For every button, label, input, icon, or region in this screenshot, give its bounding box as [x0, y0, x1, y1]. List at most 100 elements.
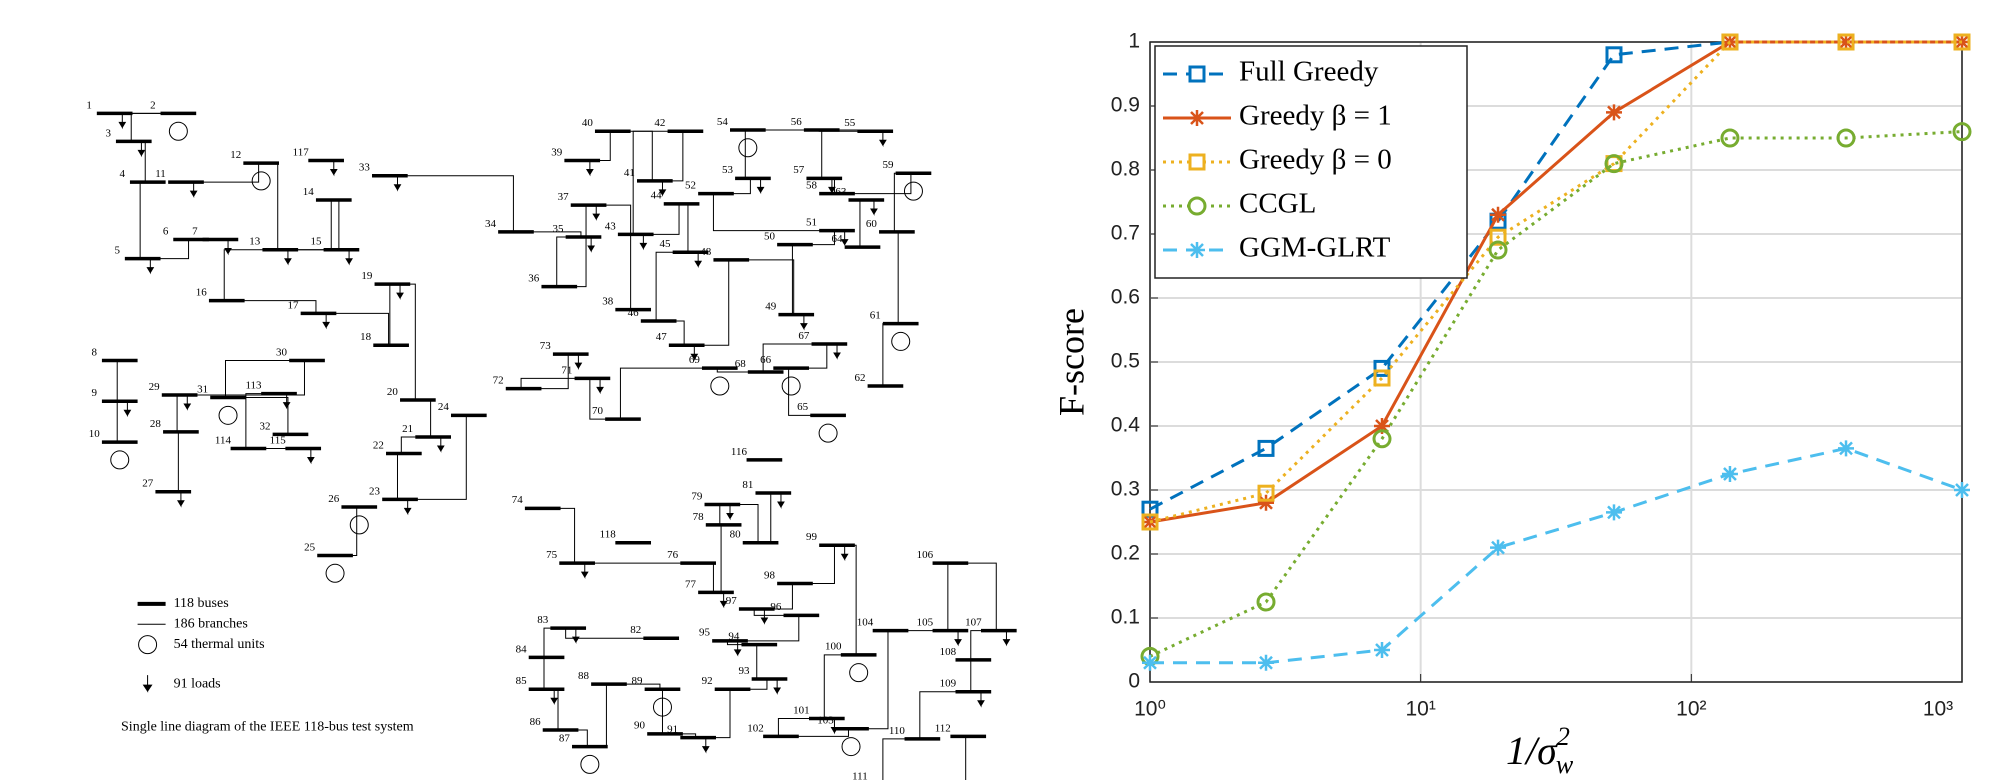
branch: [720, 505, 721, 525]
load-arrow: [735, 641, 741, 655]
y-tick-label: 0.1: [1111, 606, 1140, 629]
bus-label: 27: [142, 478, 154, 490]
bus-label: 99: [806, 531, 818, 543]
load-arrow: [587, 161, 593, 175]
bus-label: 63: [835, 186, 847, 198]
load-arrow: [582, 563, 588, 577]
branch: [131, 113, 176, 141]
bus-label: 89: [632, 675, 644, 687]
load-arrow: [438, 437, 444, 451]
bus-label: 65: [797, 401, 809, 413]
branch: [729, 260, 794, 315]
branch: [684, 260, 729, 345]
branch: [745, 130, 750, 178]
diagram-legend-text: 186 branches: [174, 616, 248, 631]
legend-label: GGM-GLRT: [1239, 232, 1391, 264]
branch: [883, 324, 898, 386]
branch: [757, 645, 767, 679]
load-arrow: [284, 394, 290, 408]
bus-label: 69: [689, 354, 701, 366]
bus-label: 59: [882, 159, 894, 171]
y-tick-label: 0.4: [1111, 414, 1141, 437]
bus-label: 57: [793, 164, 805, 176]
load-arrow: [758, 178, 764, 192]
bus-label: 84: [516, 643, 528, 655]
bus-label: 85: [516, 675, 528, 687]
bus-label: 117: [293, 146, 310, 158]
load-arrow: [124, 401, 130, 415]
legend-marker: [1189, 198, 1205, 214]
load-arrow: [703, 738, 709, 752]
bus-label: 110: [889, 725, 906, 737]
bus-label: 19: [361, 270, 373, 282]
bus-label: 47: [656, 331, 668, 343]
marker-asterisk: [1258, 655, 1274, 671]
branch: [224, 301, 316, 314]
bus-label: 22: [373, 439, 384, 451]
bus-label: 75: [546, 549, 558, 561]
branch: [789, 344, 827, 368]
bus-label: 17: [288, 299, 300, 311]
load-arrow: [191, 182, 197, 196]
bus-label: 61: [870, 309, 881, 321]
generator: [169, 122, 187, 140]
generator: [252, 172, 270, 190]
y-tick-label: 0: [1128, 670, 1140, 693]
bus-label: 54: [717, 116, 729, 128]
generator: [892, 332, 910, 350]
bus-label: 11: [155, 168, 166, 180]
bus-label: 102: [747, 722, 764, 734]
load-arrow: [308, 448, 314, 462]
branch: [660, 689, 663, 734]
branch: [883, 736, 966, 780]
diagram-legend-text: 118 buses: [174, 596, 229, 611]
bus-label: 91: [667, 724, 678, 736]
bus-label: 23: [369, 485, 381, 497]
marker-asterisk: [1490, 540, 1506, 556]
bus-label: 82: [630, 624, 641, 636]
load-arrow: [1003, 631, 1009, 645]
branch: [819, 130, 822, 178]
branch: [696, 689, 730, 737]
bus-label: 78: [693, 511, 705, 523]
bus-label: 93: [739, 665, 751, 677]
load-arrow: [871, 200, 877, 214]
branch: [824, 655, 856, 719]
bus-label: 105: [917, 617, 934, 629]
bus-label: 36: [528, 273, 540, 285]
load-arrow: [761, 609, 767, 623]
bus-label: 14: [303, 186, 315, 198]
bus-label: 46: [628, 307, 640, 319]
bus-label: 95: [699, 627, 711, 639]
y-tick-label: 1: [1128, 30, 1140, 53]
bus-label: 109: [940, 678, 957, 690]
bus-label: 21: [402, 423, 413, 435]
y-tick-label: 0.5: [1111, 350, 1140, 373]
load-arrow: [285, 250, 291, 264]
diagram-caption: Single line diagram of the IEEE 118-bus …: [121, 720, 414, 735]
bus-label: 92: [702, 675, 713, 687]
bus-label: 37: [558, 191, 570, 203]
branch: [792, 545, 834, 583]
load-arrow: [575, 354, 581, 368]
bus-label: 16: [196, 287, 208, 299]
bus-label: 100: [825, 641, 842, 653]
branch: [557, 205, 586, 287]
branch: [656, 252, 688, 321]
branch: [331, 200, 339, 250]
branch: [278, 200, 332, 250]
branch: [620, 368, 717, 419]
bus-label: 41: [624, 167, 635, 179]
marker-asterisk: [1838, 440, 1854, 456]
branch: [971, 631, 996, 660]
bus-label: 32: [259, 420, 270, 432]
marker-asterisk: [1954, 482, 1970, 498]
generator: [782, 377, 800, 395]
marker-asterisk: [1142, 655, 1158, 671]
load-arrow: [405, 499, 411, 513]
bus-label: 88: [578, 670, 590, 682]
branch: [177, 395, 178, 432]
branch: [696, 563, 714, 592]
branch: [580, 131, 611, 160]
